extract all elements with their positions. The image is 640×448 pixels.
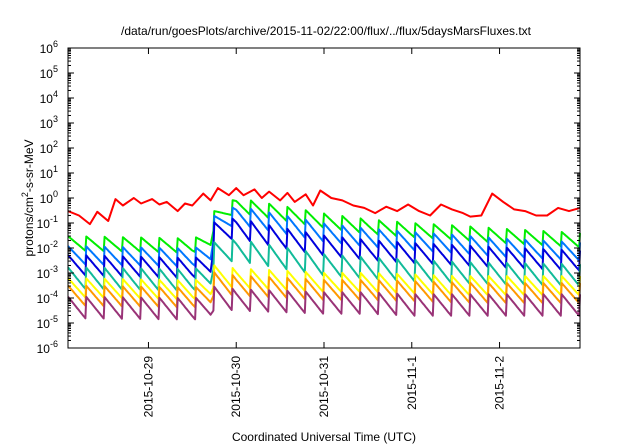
- y-tick-label: 10-3: [37, 264, 58, 281]
- x-tick-label: 2015-11-2: [493, 356, 507, 410]
- y-tick-label: 105: [40, 64, 58, 81]
- y-axis-title-sup: 2: [20, 192, 30, 197]
- y-axis-title-base: protons/cm: [22, 197, 36, 256]
- series-line-5: [67, 238, 581, 292]
- y-tick-label: 10-1: [37, 214, 58, 231]
- series-line-2: [67, 199, 581, 254]
- y-axis-title-rest: -s-sr-MeV: [22, 139, 36, 192]
- x-tick-label: 2015-10-30: [229, 356, 243, 418]
- y-tick-label: 103: [40, 114, 58, 131]
- chart-title: /data/run/goesPlots/archive/2015-11-02/2…: [121, 24, 532, 38]
- series-line-7: [67, 271, 581, 309]
- y-tick-label: 102: [40, 139, 58, 156]
- series-line-4: [67, 217, 581, 279]
- y-tick-label: 10-2: [37, 239, 58, 256]
- series-line-8: [67, 285, 581, 321]
- x-axis-title: Coordinated Universal Time (UTC): [232, 430, 416, 444]
- series-line-3: [67, 206, 581, 268]
- series-line-1: [67, 187, 581, 226]
- y-tick-label: 104: [40, 89, 58, 106]
- y-tick-label: 10-6: [37, 339, 58, 356]
- x-tick-label: 2015-10-31: [317, 356, 331, 418]
- y-tick-label: 10-5: [37, 314, 58, 331]
- axes-layer: 106 105 104 103 102 101 100 10-1 10-2 10-3 10-4 10-…: [37, 39, 580, 417]
- y-tick-label: 10-4: [37, 289, 58, 306]
- y-tick-label: 106: [40, 39, 58, 56]
- y-tick-label: 100: [40, 189, 58, 206]
- series-layer: [67, 187, 581, 321]
- series-line-6: [67, 264, 581, 301]
- x-tick-label: 2015-10-29: [141, 356, 155, 418]
- x-tick-label: 2015-11-1: [405, 356, 419, 410]
- y-axis-title: protons/cm2-s-sr-MeV: [20, 139, 36, 256]
- y-tick-label: 101: [40, 164, 58, 181]
